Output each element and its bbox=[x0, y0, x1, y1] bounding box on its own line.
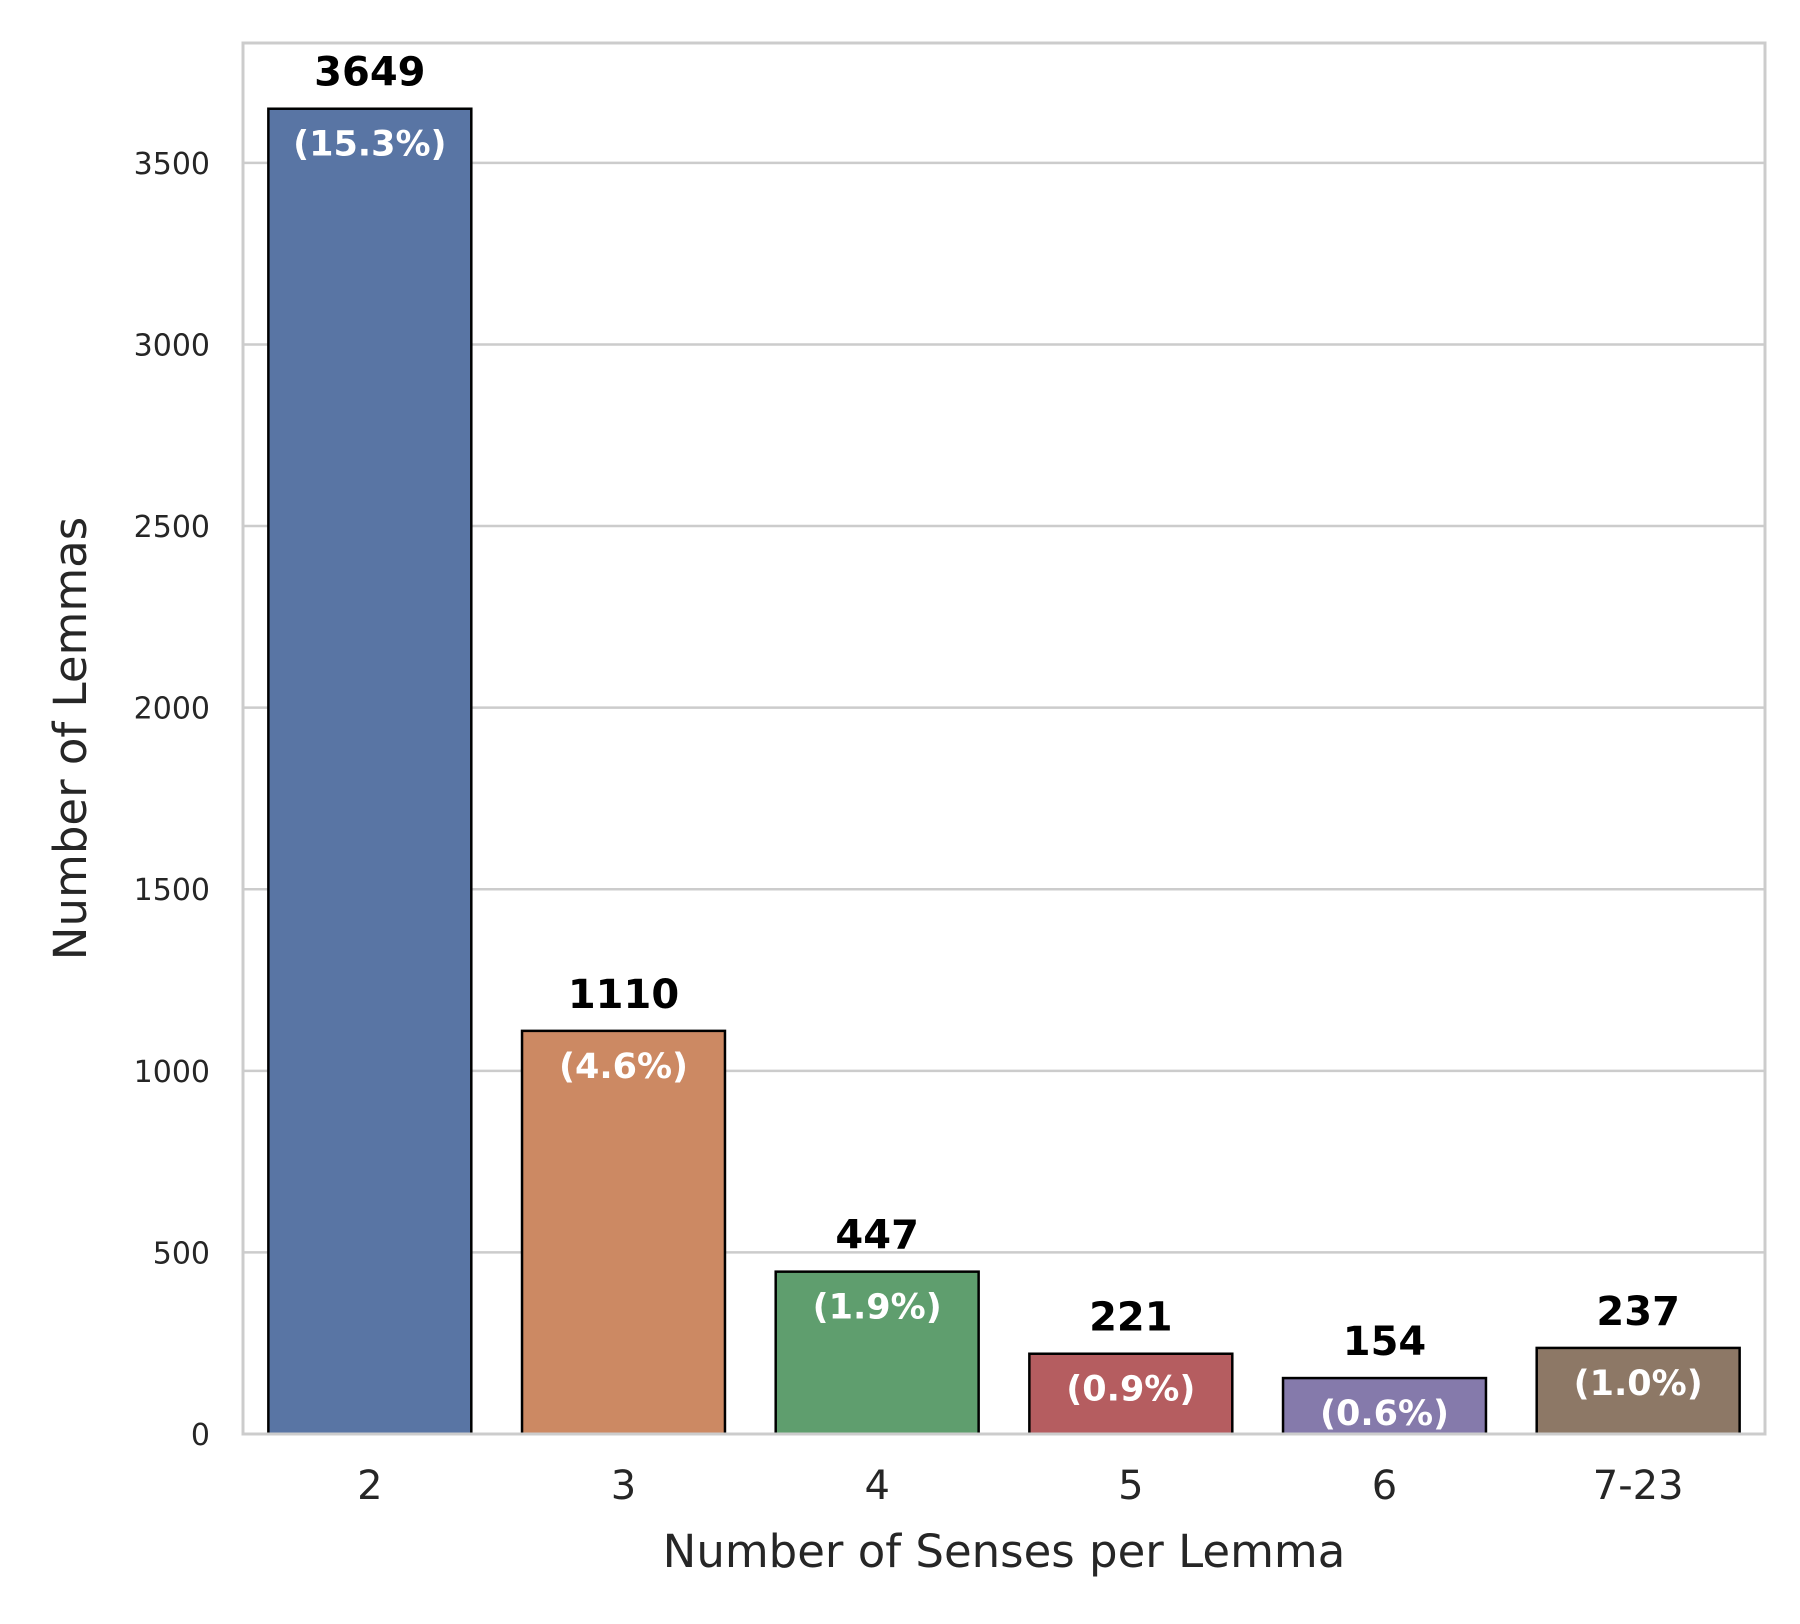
x-tick-label: 4 bbox=[864, 1463, 889, 1509]
y-tick-label: 1000 bbox=[134, 1055, 210, 1090]
bar-percent-label: (4.6%) bbox=[559, 1047, 688, 1087]
y-axis-ticks: 0 500 1000 1500 2000 2500 3000 3500 bbox=[134, 147, 210, 1453]
gridlines bbox=[243, 161, 1765, 1254]
bar bbox=[1028, 1352, 1234, 1436]
bar-value-label: 3649 bbox=[314, 50, 425, 96]
y-tick-label: 3000 bbox=[134, 328, 210, 363]
bar bbox=[1281, 1376, 1488, 1436]
bar-percent-label: (15.3%) bbox=[293, 125, 446, 165]
y-tick-label: 500 bbox=[153, 1236, 210, 1271]
x-tick-label: 6 bbox=[1372, 1463, 1397, 1509]
bar-value-label: 447 bbox=[835, 1213, 919, 1259]
x-tick-label: 7-23 bbox=[1593, 1463, 1684, 1509]
bar-value-label: 1110 bbox=[568, 972, 679, 1018]
plot-frame bbox=[241, 41, 1767, 1436]
x-axis-title: Number of Senses per Lemma bbox=[663, 1525, 1346, 1578]
bar bbox=[520, 1029, 727, 1436]
bar-percent-label: (1.0%) bbox=[1574, 1364, 1703, 1404]
bar-percent-label: (0.9%) bbox=[1066, 1370, 1195, 1410]
bar bbox=[1535, 1346, 1741, 1436]
y-axis-title: Number of Lemmas bbox=[44, 517, 97, 960]
y-tick-label: 3500 bbox=[134, 147, 210, 182]
x-tick-label: 5 bbox=[1118, 1463, 1143, 1509]
bar-labels: 3649 (15.3%) 1110 (4.6%) 447 (1.9%) 221 (0.9%) 1… bbox=[293, 50, 1703, 1434]
x-axis-ticks: 2 3 4 5 6 7-23 bbox=[357, 1463, 1683, 1509]
y-tick-label: 0 bbox=[191, 1418, 210, 1453]
bar-value-label: 154 bbox=[1343, 1319, 1427, 1365]
y-tick-label: 2500 bbox=[134, 510, 210, 545]
bar-percent-label: (0.6%) bbox=[1320, 1394, 1449, 1434]
x-tick-label: 3 bbox=[611, 1463, 636, 1509]
bar bbox=[267, 107, 473, 1436]
bar-value-label: 237 bbox=[1596, 1289, 1680, 1335]
y-tick-label: 2000 bbox=[134, 692, 210, 727]
bar-value-label: 221 bbox=[1089, 1295, 1173, 1341]
y-tick-label: 1500 bbox=[134, 873, 210, 908]
bars bbox=[267, 107, 1741, 1436]
x-tick-label: 2 bbox=[357, 1463, 382, 1509]
bar-percent-label: (1.9%) bbox=[813, 1288, 942, 1328]
